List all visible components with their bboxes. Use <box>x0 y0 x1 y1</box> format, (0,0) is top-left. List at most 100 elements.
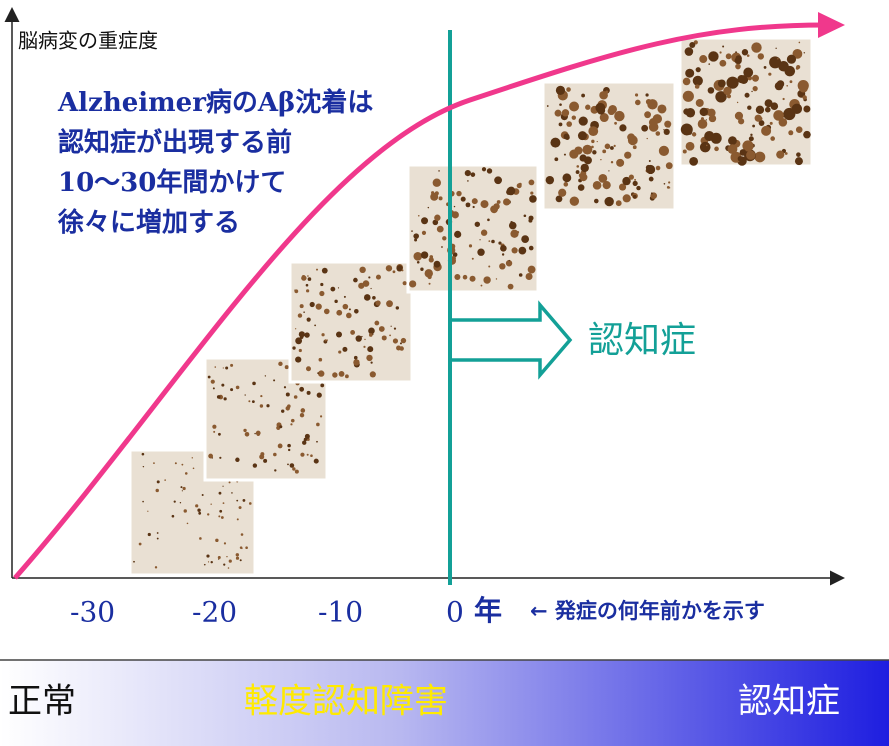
plaque <box>467 180 469 182</box>
plaque <box>614 110 625 122</box>
plaque <box>276 425 281 431</box>
plaque <box>297 313 303 318</box>
plaque <box>142 500 144 503</box>
plaque <box>615 200 622 207</box>
plaque <box>624 151 632 159</box>
plaque <box>319 415 323 418</box>
plaque <box>363 345 366 348</box>
plaque <box>723 86 732 96</box>
plaque <box>764 99 773 108</box>
plaque <box>769 121 773 125</box>
plaque <box>337 287 340 289</box>
plaque <box>370 361 373 364</box>
plaque <box>555 195 563 203</box>
plaque <box>491 239 495 244</box>
plaque <box>773 110 784 121</box>
plaque <box>236 518 239 521</box>
plaque <box>468 244 473 248</box>
plaque <box>634 93 639 97</box>
plaque <box>663 128 670 135</box>
plaque <box>778 60 789 72</box>
plaque <box>799 83 808 93</box>
plaque <box>741 49 749 56</box>
plaque <box>218 491 222 495</box>
plaque <box>306 289 310 293</box>
plaque <box>342 303 349 310</box>
plaque <box>685 141 695 151</box>
plaque <box>199 537 202 540</box>
plaque <box>290 423 293 426</box>
annotation-line: 認知症が出現する前 <box>58 127 292 158</box>
plaque <box>599 90 608 100</box>
plaque <box>786 54 797 64</box>
plaque <box>622 176 631 186</box>
plaque <box>147 510 149 512</box>
plaque <box>283 386 287 389</box>
plaque <box>685 68 695 78</box>
stage-label: 認知症 <box>738 682 840 722</box>
plaque <box>235 457 240 462</box>
plaque <box>453 205 456 208</box>
plaque <box>427 206 430 209</box>
plaque <box>737 75 746 84</box>
plaque <box>222 485 224 487</box>
plaque <box>240 533 244 536</box>
plaque <box>441 246 443 248</box>
plaque <box>782 97 785 101</box>
plaque <box>454 230 462 238</box>
plaque <box>195 504 199 508</box>
plaque <box>727 144 738 155</box>
plaque <box>500 245 507 252</box>
plaque <box>310 454 313 458</box>
plaque <box>239 546 243 549</box>
plaque <box>645 93 649 97</box>
plaque <box>372 295 376 300</box>
plaque <box>705 144 708 147</box>
plaque <box>747 105 752 110</box>
plaque <box>511 247 518 254</box>
plaque <box>754 151 766 163</box>
plaque <box>471 257 474 260</box>
plaque <box>217 555 221 559</box>
y-axis-label: 脳病変の重症度 <box>18 29 158 53</box>
plaque <box>527 265 536 274</box>
plaque <box>598 173 608 183</box>
plaque <box>454 273 461 280</box>
plaque <box>786 85 788 87</box>
plaque <box>791 103 803 115</box>
plaque <box>320 383 325 388</box>
plaque <box>752 124 756 128</box>
plaque <box>628 174 634 180</box>
plaque <box>348 308 351 311</box>
plaque <box>493 203 500 210</box>
plaque <box>300 408 306 413</box>
plaque <box>201 494 204 497</box>
plaque <box>692 75 703 86</box>
plaque <box>181 463 184 466</box>
plaque <box>632 145 637 150</box>
plaque <box>317 372 319 375</box>
plaque <box>554 109 562 117</box>
plaque <box>751 90 753 93</box>
plaque <box>563 182 569 187</box>
plaque <box>707 87 715 94</box>
plaque <box>742 140 754 152</box>
plaque <box>336 331 343 338</box>
plaque <box>326 339 328 341</box>
plaque <box>477 248 485 256</box>
plaque <box>784 152 788 155</box>
plaque <box>646 137 648 140</box>
plaque <box>293 395 298 399</box>
annotation-line: Alzheimer病のAβ沈着は <box>57 87 373 118</box>
plaque <box>632 180 638 187</box>
plaque <box>483 276 491 284</box>
plaque <box>650 192 653 195</box>
plaque <box>164 479 166 481</box>
plaque <box>462 274 468 280</box>
x-note: ← 発症の何年前かを示す <box>530 599 765 623</box>
plaque <box>494 176 502 185</box>
plaque <box>798 41 801 44</box>
plaque <box>306 366 312 372</box>
plaque <box>802 95 807 100</box>
plaque <box>746 54 750 57</box>
